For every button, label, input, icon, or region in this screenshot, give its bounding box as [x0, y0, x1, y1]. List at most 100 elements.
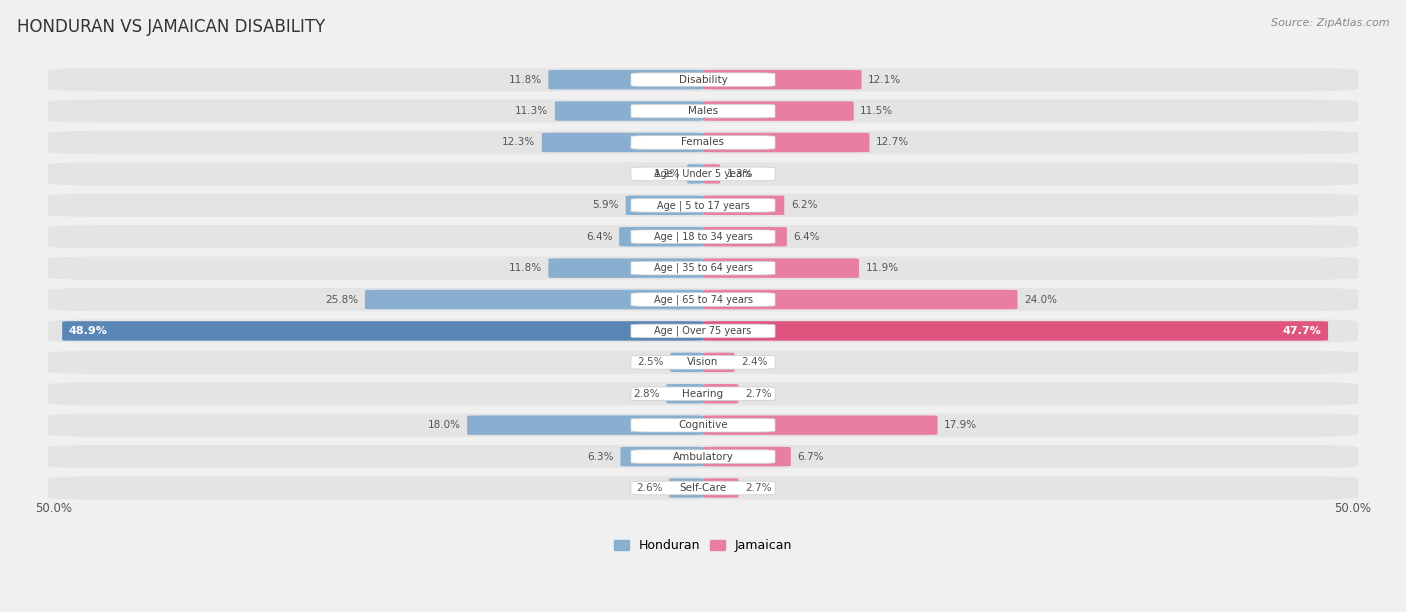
FancyBboxPatch shape	[366, 290, 703, 309]
FancyBboxPatch shape	[548, 258, 703, 278]
Text: Self-Care: Self-Care	[679, 483, 727, 493]
Text: Disability: Disability	[679, 75, 727, 84]
Text: Age | Over 75 years: Age | Over 75 years	[654, 326, 752, 336]
FancyBboxPatch shape	[703, 227, 787, 247]
FancyBboxPatch shape	[48, 256, 1358, 280]
FancyBboxPatch shape	[631, 387, 775, 401]
Text: Age | 65 to 74 years: Age | 65 to 74 years	[654, 294, 752, 305]
FancyBboxPatch shape	[48, 225, 1358, 248]
Text: 47.7%: 47.7%	[1282, 326, 1322, 336]
Text: Males: Males	[688, 106, 718, 116]
Text: 25.8%: 25.8%	[325, 294, 359, 305]
Text: 12.7%: 12.7%	[876, 138, 910, 147]
Text: 2.8%: 2.8%	[633, 389, 659, 399]
Text: 18.0%: 18.0%	[427, 420, 461, 430]
FancyBboxPatch shape	[631, 481, 775, 495]
Text: Vision: Vision	[688, 357, 718, 367]
Text: 6.7%: 6.7%	[797, 452, 824, 461]
Text: Source: ZipAtlas.com: Source: ZipAtlas.com	[1271, 18, 1389, 28]
Text: 17.9%: 17.9%	[943, 420, 977, 430]
Text: 6.4%: 6.4%	[793, 232, 820, 242]
Text: 11.8%: 11.8%	[509, 263, 541, 273]
Text: Age | 18 to 34 years: Age | 18 to 34 years	[654, 231, 752, 242]
FancyBboxPatch shape	[48, 131, 1358, 154]
Text: 1.2%: 1.2%	[654, 169, 681, 179]
Text: 6.3%: 6.3%	[588, 452, 614, 461]
Text: HONDURAN VS JAMAICAN DISABILITY: HONDURAN VS JAMAICAN DISABILITY	[17, 18, 325, 36]
FancyBboxPatch shape	[631, 324, 775, 338]
FancyBboxPatch shape	[631, 104, 775, 118]
Text: Hearing: Hearing	[682, 389, 724, 399]
FancyBboxPatch shape	[631, 419, 775, 432]
FancyBboxPatch shape	[688, 164, 703, 184]
Text: 24.0%: 24.0%	[1024, 294, 1057, 305]
Text: Age | 5 to 17 years: Age | 5 to 17 years	[657, 200, 749, 211]
Text: 11.3%: 11.3%	[515, 106, 548, 116]
FancyBboxPatch shape	[703, 133, 869, 152]
FancyBboxPatch shape	[631, 356, 775, 369]
FancyBboxPatch shape	[631, 293, 775, 307]
FancyBboxPatch shape	[555, 102, 703, 121]
FancyBboxPatch shape	[48, 414, 1358, 437]
FancyBboxPatch shape	[703, 196, 785, 215]
FancyBboxPatch shape	[703, 164, 720, 184]
FancyBboxPatch shape	[703, 290, 1018, 309]
FancyBboxPatch shape	[631, 136, 775, 149]
FancyBboxPatch shape	[619, 227, 703, 247]
Text: 12.1%: 12.1%	[868, 75, 901, 84]
FancyBboxPatch shape	[703, 70, 862, 89]
Text: 1.3%: 1.3%	[727, 169, 754, 179]
Text: Ambulatory: Ambulatory	[672, 452, 734, 461]
Text: 2.7%: 2.7%	[745, 389, 772, 399]
FancyBboxPatch shape	[631, 450, 775, 463]
Text: 50.0%: 50.0%	[1334, 502, 1371, 515]
FancyBboxPatch shape	[48, 351, 1358, 374]
Text: 48.9%: 48.9%	[69, 326, 108, 336]
FancyBboxPatch shape	[626, 196, 703, 215]
FancyBboxPatch shape	[48, 288, 1358, 311]
FancyBboxPatch shape	[631, 198, 775, 212]
FancyBboxPatch shape	[48, 319, 1358, 343]
FancyBboxPatch shape	[703, 321, 1329, 341]
Text: 11.9%: 11.9%	[866, 263, 898, 273]
FancyBboxPatch shape	[48, 100, 1358, 122]
Text: 11.5%: 11.5%	[860, 106, 893, 116]
FancyBboxPatch shape	[631, 73, 775, 86]
FancyBboxPatch shape	[703, 353, 734, 372]
FancyBboxPatch shape	[467, 416, 703, 435]
Text: Age | Under 5 years: Age | Under 5 years	[654, 169, 752, 179]
Text: 11.8%: 11.8%	[509, 75, 541, 84]
FancyBboxPatch shape	[548, 70, 703, 89]
Text: Females: Females	[682, 138, 724, 147]
FancyBboxPatch shape	[631, 230, 775, 244]
FancyBboxPatch shape	[541, 133, 703, 152]
FancyBboxPatch shape	[669, 478, 703, 498]
FancyBboxPatch shape	[631, 167, 775, 181]
FancyBboxPatch shape	[620, 447, 703, 466]
FancyBboxPatch shape	[703, 102, 853, 121]
FancyBboxPatch shape	[703, 478, 738, 498]
FancyBboxPatch shape	[703, 416, 938, 435]
Text: 5.9%: 5.9%	[593, 200, 619, 211]
FancyBboxPatch shape	[48, 445, 1358, 468]
FancyBboxPatch shape	[48, 162, 1358, 185]
FancyBboxPatch shape	[671, 353, 703, 372]
FancyBboxPatch shape	[703, 447, 790, 466]
Text: 2.6%: 2.6%	[636, 483, 662, 493]
FancyBboxPatch shape	[48, 193, 1358, 217]
FancyBboxPatch shape	[62, 321, 703, 341]
Text: 2.4%: 2.4%	[741, 357, 768, 367]
FancyBboxPatch shape	[703, 258, 859, 278]
Text: 6.2%: 6.2%	[790, 200, 817, 211]
FancyBboxPatch shape	[666, 384, 703, 403]
FancyBboxPatch shape	[48, 476, 1358, 499]
Text: Age | 35 to 64 years: Age | 35 to 64 years	[654, 263, 752, 274]
FancyBboxPatch shape	[48, 68, 1358, 91]
Text: 12.3%: 12.3%	[502, 138, 536, 147]
Legend: Honduran, Jamaican: Honduran, Jamaican	[609, 534, 797, 558]
FancyBboxPatch shape	[703, 384, 738, 403]
FancyBboxPatch shape	[631, 261, 775, 275]
Text: 2.7%: 2.7%	[745, 483, 772, 493]
Text: 50.0%: 50.0%	[35, 502, 72, 515]
Text: 6.4%: 6.4%	[586, 232, 613, 242]
